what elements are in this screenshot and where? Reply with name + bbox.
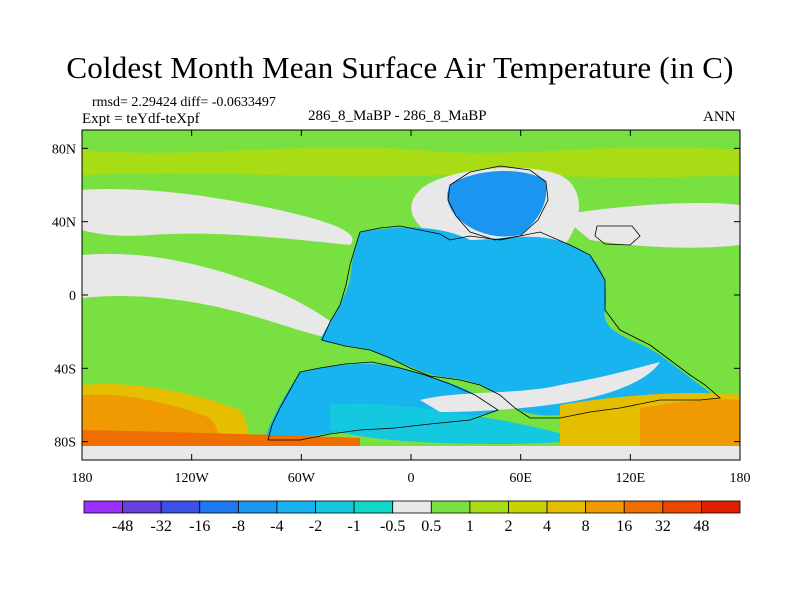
field-trop-neutral [82,253,350,339]
colorbar-swatch [662,500,702,514]
colorbar-swatch [160,500,201,514]
x-tick-label: 180 [730,471,751,486]
field-southern-hotter-east [640,399,740,451]
x-tick-label: 120E [616,471,646,486]
colorbar-swatch [430,500,471,514]
coast-island [594,225,641,246]
colorbar-label: -2 [309,518,322,535]
y-tick-label: 80S [54,436,76,451]
x-axis: 180 120W 60W 0 60E 120E 180 [72,130,751,486]
coast-south [267,361,499,441]
field-north-band [82,147,740,178]
colorbar-swatch [701,500,741,514]
colorbar-swatch [469,500,509,514]
colorbar-swatch [276,500,316,514]
field-ne-neutral [560,203,740,248]
y-tick-label: 0 [69,289,76,304]
field-npac-neutral [82,189,353,245]
colorbar-swatch [315,500,355,514]
colorbar-label: -16 [189,518,210,535]
field-north-land [447,170,547,237]
colorbar-swatch [199,500,239,514]
colorbar-swatch [508,500,548,514]
y-axis: 80N 40N 0 40S 80S [52,142,740,451]
colorbar-swatch [392,500,432,514]
field-south-mild [330,403,580,445]
colorbar-swatch [585,500,625,514]
colorbar-label: -48 [112,518,133,535]
x-tick-label: 60E [509,471,532,486]
y-tick-label: 80N [52,142,76,157]
field-southern-hottest-strip [82,430,360,448]
field-landmass [320,227,720,416]
field-south-neutral [420,362,660,412]
x-tick-label: 120W [175,471,210,486]
colorbar-label: 16 [616,518,632,535]
colorbar-swatch [546,500,587,514]
colorbar-swatch [237,500,278,514]
field-polar-neutral [82,446,740,460]
center-label: 286_8_MaBP - 286_8_MaBP [308,108,487,124]
colorbar-swatch [623,500,664,514]
coastlines [267,165,721,441]
season-label: ANN [703,109,736,125]
colorbar-label: -32 [151,518,172,535]
colorbar-label: 0.5 [421,518,441,535]
x-tick-label: 180 [72,471,93,486]
chart-title: Coldest Month Mean Surface Air Temperatu… [66,50,734,85]
coast-north [447,165,549,241]
colorbar-label: -4 [270,518,283,535]
x-tick-label: 60W [288,471,316,486]
colorbar-label: 4 [543,518,551,535]
y-tick-label: 40S [54,362,76,377]
stats-label: rmsd= 2.29424 diff= -0.0633497 [92,95,276,110]
field-southern-hotter-west [82,394,218,440]
colorbar-label: -1 [347,518,360,535]
colorbar-label: -0.5 [380,518,405,535]
colorbar-label: 48 [693,518,709,535]
colorbar-label: -8 [232,518,245,535]
temperature-field [82,130,740,460]
colorbar-label: 32 [655,518,671,535]
y-tick-label: 40N [52,216,76,231]
colorbar-swatch [83,500,123,514]
colorbar: -48 -32 -16 -8 -4 -2 -1 -0.5 0.5 1 2 4 8 16 32 48 [83,500,741,535]
colorbar-swatch [122,500,162,514]
colorbar-swatch [353,500,394,514]
colorbar-label: 1 [466,518,474,535]
colorbar-label: 8 [582,518,590,535]
experiment-label: Expt = teYdf-teXpf [82,111,200,127]
colorbar-label: 2 [504,518,512,535]
x-tick-label: 0 [408,471,415,486]
